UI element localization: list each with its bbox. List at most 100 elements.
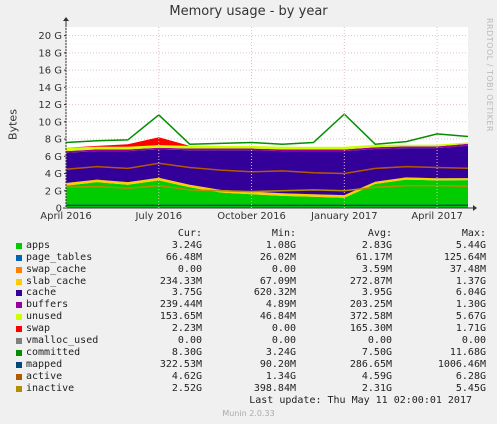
legend-row-unused: unused 153.65M 46.84M 372.58M 5.67G: [16, 311, 486, 323]
x-tick-label: October 2016: [217, 211, 286, 222]
legend-max: 37.48M: [449, 263, 486, 275]
legend-row-page_tables: page_tables 66.48M 26.02M 61.17M 125.64M: [16, 252, 486, 264]
legend-max: 0.00: [461, 335, 486, 347]
legend-header-cur: Cur:: [177, 228, 202, 239]
legend-row-committed: committed 8.30G 3.24G 7.50G 11.68G: [16, 347, 486, 359]
area-cache: [66, 145, 468, 196]
legend-min: 4.89M: [265, 299, 296, 311]
legend-min: 0.00: [271, 263, 296, 275]
area-unused: [66, 142, 468, 152]
legend-name: page_tables: [26, 251, 93, 263]
legend-avg: 2.31G: [361, 382, 392, 394]
legend-min: 1.34G: [265, 370, 296, 382]
x-tick-labels: April 2016 July 2016 October 2016 January 2…: [40, 27, 463, 222]
legend-swatch: [16, 302, 22, 309]
legend-swatch: [16, 385, 22, 392]
legend-max: 1.37G: [455, 275, 486, 287]
legend-swatch: [16, 349, 22, 356]
legend-avg: 4.59G: [361, 370, 392, 382]
area-buffers: [66, 143, 468, 153]
y-axis-arrow: [63, 17, 69, 21]
legend-name: mapped: [26, 358, 63, 370]
legend-avg: 165.30M: [349, 323, 392, 335]
legend-max: 6.04G: [455, 287, 486, 299]
x-tick-label: April 2017: [411, 211, 462, 222]
legend-swatch: [16, 361, 22, 368]
legend-header-min: Min:: [271, 228, 296, 239]
line-inactive: [65, 184, 469, 193]
legend-min: 90.20M: [259, 358, 296, 370]
legend-max: 5.44G: [455, 239, 486, 251]
y-tick-label: 14 G: [38, 83, 62, 94]
x-tick-label: January 2017: [310, 211, 378, 222]
y-tick-label: 2 G: [45, 186, 62, 197]
y-tick-label: 6 G: [45, 152, 62, 163]
legend-swatch: [16, 266, 22, 273]
legend-cur: 8.30G: [171, 346, 202, 358]
series-lines: [65, 113, 469, 207]
legend-name: slab_cache: [26, 275, 87, 287]
legend-row-buffers: buffers 239.44M 4.89M 203.25M 1.30G: [16, 299, 486, 311]
legend-header: Cur: Min: Avg: Max:: [16, 228, 486, 240]
legend-avg: 3.95G: [361, 287, 392, 299]
y-tick-label: 12 G: [38, 100, 62, 111]
legend-row-vmalloc_used: vmalloc_used 0.00 0.00 0.00 0.00: [16, 335, 486, 347]
line-active: [65, 162, 469, 175]
legend-name: apps: [26, 239, 51, 251]
x-axis-arrow: [473, 205, 477, 211]
legend-row-swap: swap 2.23M 0.00 165.30M 1.71G: [16, 323, 486, 335]
legend-name: inactive: [26, 382, 75, 394]
area-slab_cache: [66, 177, 468, 198]
legend-max: 125.64M: [443, 251, 486, 263]
legend-avg: 286.65M: [349, 358, 392, 370]
legend-cur: 322.53M: [159, 358, 202, 370]
chart-title: Memory usage - by year: [169, 4, 328, 19]
area-swap: [66, 137, 468, 148]
chart-plot: 0 2 G 4 G 6 G 8 G 10 G 12 G 14 G 16 G 18 G 20 G Ap…: [38, 17, 477, 222]
legend-min: 620.32M: [253, 287, 296, 299]
series-areas: [66, 137, 468, 208]
legend-avg: 272.87M: [349, 275, 392, 287]
legend-cur: 0.00: [177, 263, 202, 275]
legend-row-slab_cache: slab_cache 234.33M 67.09M 272.87M 1.37G: [16, 276, 486, 288]
munin-version: Munin 2.0.33: [222, 409, 275, 418]
legend-name: swap: [26, 323, 51, 335]
legend-rows: apps 3.24G 1.08G 2.83G 5.44G page_tables 66.48…: [16, 240, 486, 395]
legend-swatch: [16, 314, 22, 321]
legend-cur: 2.52G: [171, 382, 202, 394]
x-tick-label: April 2016: [40, 211, 91, 222]
y-tick-label: 16 G: [38, 66, 62, 77]
legend-swatch: [16, 254, 22, 261]
y-tick-label: 18 G: [38, 48, 62, 59]
legend-name: committed: [26, 346, 81, 358]
legend-swatch: [16, 326, 22, 333]
x-tick-label: July 2016: [134, 211, 182, 222]
legend-max: 5.67G: [455, 311, 486, 323]
line-committed: [65, 113, 469, 145]
legend-swatch: [16, 338, 22, 345]
legend-avg: 7.50G: [361, 346, 392, 358]
y-tick-label: 10 G: [38, 117, 62, 128]
legend-swatch: [16, 278, 22, 285]
legend-header-max: Max:: [461, 228, 486, 239]
legend-avg: 61.17M: [355, 251, 392, 263]
legend-name: swap_cache: [26, 263, 87, 275]
legend-cur: 2.23M: [171, 323, 202, 335]
legend-swatch: [16, 290, 22, 297]
legend-header-avg: Avg:: [367, 228, 392, 239]
legend-min: 3.24G: [265, 346, 296, 358]
legend-row-inactive: inactive 2.52G 398.84M 2.31G 5.45G: [16, 383, 486, 395]
legend-avg: 3.59M: [361, 263, 392, 275]
legend-cur: 0.00: [177, 335, 202, 347]
legend-avg: 372.58M: [349, 311, 392, 323]
legend-max: 5.45G: [455, 382, 486, 394]
legend-max: 6.28G: [455, 370, 486, 382]
legend-min: 26.02M: [259, 251, 296, 263]
legend-cur: 66.48M: [165, 251, 202, 263]
legend-cur: 3.75G: [171, 287, 202, 299]
legend-min: 1.08G: [265, 239, 296, 251]
y-tick-label: 20 G: [38, 31, 62, 42]
legend-max: 11.68G: [449, 346, 486, 358]
legend-min: 0.00: [271, 323, 296, 335]
